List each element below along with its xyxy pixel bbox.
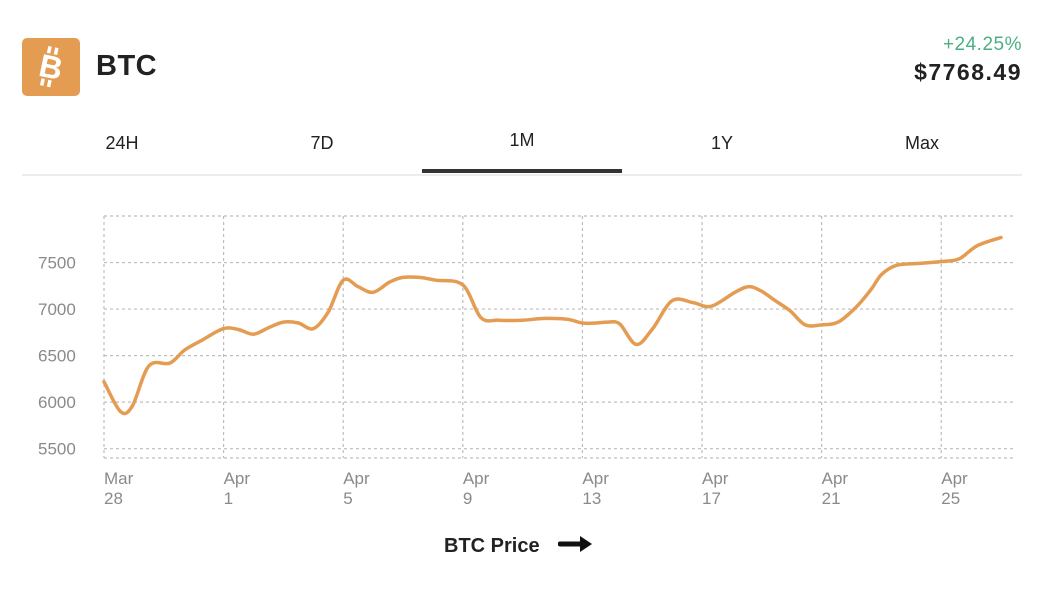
x-tick-day: 5	[343, 489, 352, 508]
btc-price-link[interactable]: BTC Price	[444, 532, 594, 560]
price-value: $7768.49	[914, 59, 1022, 85]
x-tick-month: Apr	[941, 469, 968, 488]
y-tick-label: 6500	[38, 347, 76, 366]
x-tick-month: Apr	[463, 469, 490, 488]
x-tick-month: Apr	[822, 469, 849, 488]
x-tick-day: 21	[822, 489, 841, 508]
btc-price-label: BTC Price	[444, 534, 540, 557]
y-tick-label: 5500	[38, 440, 76, 459]
x-tick-day: 28	[104, 489, 123, 508]
tab-max[interactable]: Max	[904, 133, 939, 153]
x-tick-day: 1	[224, 489, 233, 508]
x-tick-day: 17	[702, 489, 721, 508]
tab-1y[interactable]: 1Y	[710, 133, 734, 153]
time-range-tabs: 24H 7D 1M 1Y Max	[22, 112, 1022, 176]
x-tick-month: Apr	[582, 469, 609, 488]
tab-24h[interactable]: 24H	[105, 133, 139, 153]
tab-1m[interactable]: 1M	[422, 109, 622, 173]
tab-7d[interactable]: 7D	[310, 133, 334, 153]
x-tick-day: 9	[463, 489, 472, 508]
x-tick-month: Apr	[702, 469, 729, 488]
y-tick-label: 6000	[38, 393, 76, 412]
x-tick-day: 25	[941, 489, 960, 508]
y-tick-label: 7000	[38, 300, 76, 319]
y-tick-label: 7500	[38, 254, 76, 273]
price-block: +24.25% $7768.49	[914, 34, 1022, 86]
btc-price-line	[102, 235, 1003, 416]
bitcoin-icon: B	[22, 38, 80, 96]
price-change: +24.25%	[942, 34, 1022, 55]
coin-header: B BTC +24.25% $7768.49	[22, 34, 1022, 98]
price-chart: 55006000650070007500Mar28Apr1Apr5Apr9Apr…	[38, 215, 1013, 508]
x-tick-month: Mar	[104, 469, 134, 488]
coin-symbol: BTC	[96, 50, 158, 82]
x-tick-day: 13	[582, 489, 601, 508]
x-tick-month: Apr	[343, 469, 370, 488]
arrow-right-icon	[557, 533, 594, 560]
x-tick-month: Apr	[224, 469, 251, 488]
